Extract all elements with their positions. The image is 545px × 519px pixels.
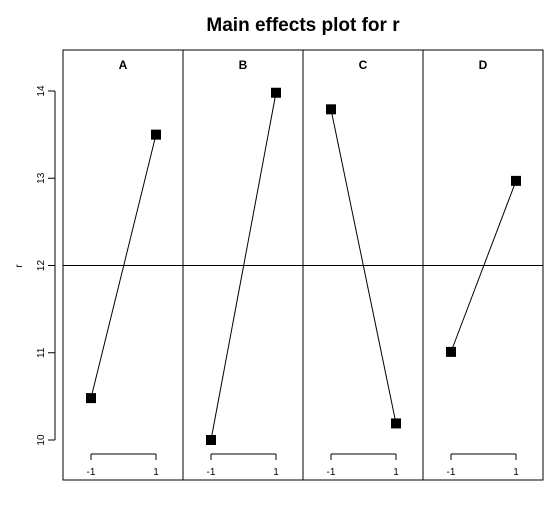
- x-tick-label: -1: [447, 467, 456, 478]
- y-tick-label: 14: [36, 85, 47, 97]
- x-tick-label: 1: [513, 467, 519, 478]
- panel-b: B -1 1: [182, 49, 304, 481]
- panel-label: C: [359, 58, 368, 72]
- panel-a: A -1 1: [62, 49, 184, 481]
- panel-label: A: [119, 58, 128, 72]
- data-point: [86, 393, 96, 404]
- x-tick-label: 1: [153, 467, 159, 478]
- panel-label: D: [479, 58, 488, 72]
- panel-c: C -1 1: [302, 49, 424, 481]
- data-point: [326, 104, 336, 115]
- data-point: [511, 175, 521, 186]
- data-point: [206, 435, 216, 445]
- effect-line: [90, 134, 157, 399]
- effect-line: [210, 92, 277, 441]
- x-tick-label: -1: [207, 467, 216, 478]
- data-point: [151, 129, 161, 140]
- data-point: [391, 418, 401, 429]
- y-axis-label: r: [14, 264, 25, 268]
- y-tick-label: 12: [36, 260, 47, 272]
- chart-title: Main effects plot for r: [206, 15, 400, 36]
- panel-d: D -1 1: [422, 49, 544, 481]
- effect-line: [330, 109, 397, 424]
- panels: A -1 1 B -1 1 C -1 1 D -1 1: [62, 49, 544, 481]
- x-tick-label: -1: [87, 467, 96, 478]
- y-axis: 10 11 12 13 14: [36, 85, 56, 446]
- effect-line: [450, 180, 517, 353]
- data-point: [446, 346, 456, 357]
- x-tick-label: 1: [273, 467, 279, 478]
- x-tick-label: -1: [327, 467, 336, 478]
- y-tick-label: 11: [36, 347, 47, 358]
- panel-label: B: [239, 58, 248, 72]
- y-tick-label: 10: [36, 434, 47, 446]
- data-point: [271, 87, 281, 98]
- x-tick-label: 1: [393, 467, 399, 478]
- y-tick-label: 13: [36, 172, 47, 184]
